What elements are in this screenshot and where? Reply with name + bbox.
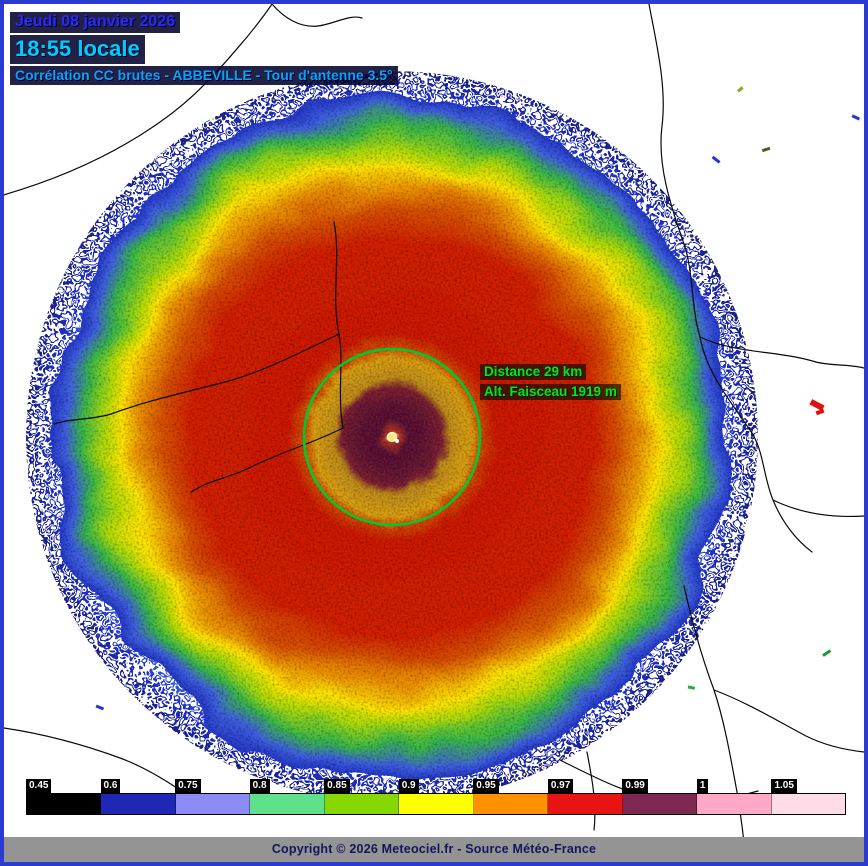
scale-label-1.05: 1.05 <box>771 779 797 793</box>
scale-segment-0.45 <box>27 794 102 814</box>
river-somme <box>53 333 340 425</box>
coastline-north <box>271 4 363 27</box>
range-ring-group <box>302 347 482 527</box>
scale-segment-0.8 <box>250 794 325 814</box>
border-right-4 <box>772 499 864 518</box>
copyright-text: Copyright © 2026 Meteociel.fr - Source M… <box>271 842 597 856</box>
scale-label-0.75: 0.75 <box>175 779 201 793</box>
copyright-bar: Copyright © 2026 Meteociel.fr - Source M… <box>4 837 864 862</box>
scale-segment-0.75 <box>175 794 251 814</box>
coastline <box>4 4 273 196</box>
border-southeast-1 <box>683 585 747 862</box>
color-scale: 0.45 0.6 0.75 0.8 0.85 0.9 0.95 0.97 0.99 1 1.05 <box>26 779 846 816</box>
scale-label-0.95: 0.95 <box>473 779 499 793</box>
scale-label-1: 1 <box>696 779 709 793</box>
scale-segment-1 <box>697 794 772 814</box>
color-scale-track <box>26 793 846 815</box>
border-south-center <box>586 751 596 831</box>
river-2 <box>190 427 344 493</box>
date-label: Jeudi 08 janvier 2026 <box>10 12 181 33</box>
scale-label-0.6: 0.6 <box>100 779 121 793</box>
time-label: 18:55 locale <box>10 35 145 64</box>
border-right-3 <box>699 336 813 553</box>
border-right-2 <box>699 336 864 369</box>
scale-label-0.97: 0.97 <box>547 779 574 793</box>
scale-segment-0.9 <box>399 794 474 814</box>
range-distance-label: Distance 29 km <box>480 364 587 380</box>
border-southeast-2 <box>713 689 864 753</box>
scale-label-0.9: 0.9 <box>398 779 419 793</box>
product-title: Corrélation CC brutes - ABBEVILLE - Tour… <box>10 66 398 85</box>
radar-site-marker <box>386 431 398 443</box>
scale-label-0.8: 0.8 <box>249 779 270 793</box>
radar-site-dot <box>395 439 399 443</box>
scale-segment-0.95 <box>473 794 549 814</box>
border-southwest <box>4 727 181 791</box>
beam-altitude-label: Alt. Faisceau 1919 m <box>480 384 621 400</box>
scale-segment-0.99 <box>622 794 698 814</box>
noise-specks <box>95 86 861 711</box>
border-right-1 <box>648 4 701 338</box>
scale-label-0.85: 0.85 <box>324 779 350 793</box>
scale-label-0.45: 0.45 <box>26 779 52 793</box>
radar-map <box>4 4 864 862</box>
scale-segment-0.6 <box>101 794 176 814</box>
range-ring <box>302 347 482 527</box>
scale-segment-1.05 <box>771 794 845 814</box>
scale-segment-0.97 <box>548 794 623 814</box>
header-overlay: Jeudi 08 janvier 2026 18:55 locale Corré… <box>10 12 398 87</box>
scale-label-0.99: 0.99 <box>622 779 648 793</box>
scale-segment-0.85 <box>324 794 400 814</box>
